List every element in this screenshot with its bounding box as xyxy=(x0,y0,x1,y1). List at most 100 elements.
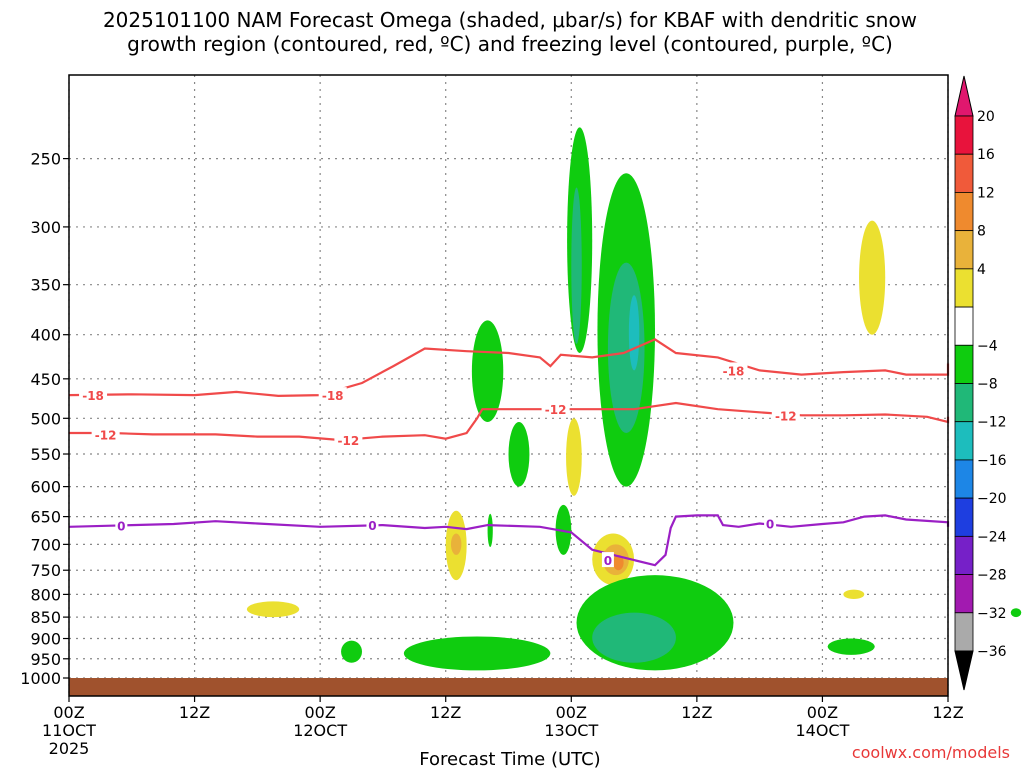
y-tick-label: 1000 xyxy=(20,669,61,688)
omega-shaded-region xyxy=(859,220,886,335)
colorbar-label: 8 xyxy=(977,224,986,240)
colorbar-label: −20 xyxy=(977,491,1007,507)
credit-link[interactable]: coolwx.com/models xyxy=(852,743,1010,762)
omega-shaded-region xyxy=(403,636,551,671)
x-tick-label: 00Z xyxy=(304,703,335,722)
x-tick-label: 00Z xyxy=(53,703,84,722)
x-tick-label: 12Z xyxy=(681,703,712,722)
y-tick-label: 550 xyxy=(30,445,61,464)
omega-shaded-region xyxy=(341,640,362,663)
y-tick-label: 300 xyxy=(30,218,61,237)
omega-shaded-region xyxy=(471,320,504,423)
omega-shaded-region xyxy=(843,589,865,600)
y-tick-label: 900 xyxy=(30,630,61,649)
colorbar-segment xyxy=(954,383,974,423)
colorbar-segment xyxy=(954,574,974,614)
plot-frame xyxy=(68,74,949,697)
contour-label-background xyxy=(318,387,347,403)
x-tick-label: 12Z xyxy=(179,703,210,722)
contour-dgz-bottom-minus12 xyxy=(69,401,950,442)
colorbar-label: −32 xyxy=(977,606,1007,622)
colorbar-label: −4 xyxy=(977,338,998,354)
chart-title-line-1: 2025101100 NAM Forecast Omega (shaded, μ… xyxy=(103,8,917,32)
colorbar-segment xyxy=(954,230,974,270)
x-tick-label: 11OCT xyxy=(42,721,96,740)
colorbar-label: 20 xyxy=(977,109,995,125)
x-tick-label: 13OCT xyxy=(544,721,598,740)
colorbar-label: −12 xyxy=(977,415,1007,431)
colorbar-top-arrow xyxy=(954,75,974,117)
y-tick-label: 450 xyxy=(30,370,61,389)
colorbar-segment xyxy=(954,535,974,575)
x-tick-label: 12Z xyxy=(430,703,461,722)
y-tick-label: 800 xyxy=(30,585,61,604)
y-tick-label: 600 xyxy=(30,478,61,497)
colorbar-label: −16 xyxy=(977,453,1007,469)
contour-label: -12 xyxy=(545,403,567,417)
contour-label-background xyxy=(334,432,363,448)
x-tick-label: 00Z xyxy=(807,703,838,722)
plot-background xyxy=(69,75,948,696)
omega-shaded-region xyxy=(246,601,300,618)
y-tick-label: 250 xyxy=(30,150,61,169)
contour-label: 0 xyxy=(117,520,125,534)
colorbar-segment xyxy=(954,459,974,499)
colorbar-segment xyxy=(954,612,974,652)
contour-label-background xyxy=(771,407,800,423)
y-tick-label: 700 xyxy=(30,535,61,554)
colorbar-segment xyxy=(954,192,974,232)
x-tick-label: 2025 xyxy=(49,739,90,758)
contour-dgz-top-minus18 xyxy=(68,338,950,398)
contour-label: -18 xyxy=(322,389,344,403)
y-tick-label: 650 xyxy=(30,508,61,527)
colorbar-segment xyxy=(954,268,974,308)
contour-label-background xyxy=(601,552,614,568)
contour-label-background xyxy=(764,515,777,531)
x-axis-label: Forecast Time (UTC) xyxy=(419,749,600,768)
omega-shaded-region xyxy=(592,612,676,663)
contour-label-background xyxy=(91,426,120,442)
contour-label: 0 xyxy=(368,519,376,533)
y-axis-pressure: 250 300 350 400 450 500 550 600 650 700 750 800 850 9… xyxy=(20,150,69,688)
y-tick-label: 950 xyxy=(30,650,61,669)
omega-shaded-region xyxy=(566,418,582,496)
contour-label-background xyxy=(719,362,748,378)
contour-label: -18 xyxy=(723,364,745,378)
omega-shaded-region xyxy=(487,513,493,548)
colorbar-label: −28 xyxy=(977,568,1007,584)
contour-label: -12 xyxy=(338,434,360,448)
contour-label-background xyxy=(115,517,128,533)
y-tick-label: 750 xyxy=(30,561,61,580)
x-tick-label: 14OCT xyxy=(795,721,849,740)
contour-label: 0 xyxy=(604,554,612,568)
colorbar-segment xyxy=(954,421,974,461)
ground-surface xyxy=(69,678,948,696)
colorbar-segment xyxy=(954,306,974,346)
colorbar-label: −24 xyxy=(977,529,1007,545)
colorbar-label: −8 xyxy=(977,377,998,393)
y-tick-label: 350 xyxy=(30,276,61,295)
x-tick-label: 12OCT xyxy=(293,721,347,740)
contour-label: -18 xyxy=(82,389,104,403)
omega-shaded-region xyxy=(628,295,640,371)
chart-title-line-2: growth region (contoured, red, ºC) and f… xyxy=(127,32,893,56)
x-tick-label: 00Z xyxy=(556,703,587,722)
omega-shaded-region xyxy=(1010,608,1022,618)
colorbar-segment xyxy=(954,497,974,537)
colorbar-segment xyxy=(954,115,974,155)
contour-label: -12 xyxy=(95,428,117,442)
y-tick-label: 400 xyxy=(30,326,61,345)
colorbar-label: −36 xyxy=(977,644,1007,660)
colorbar-segment xyxy=(954,344,974,384)
omega-shaded-region xyxy=(508,422,530,487)
omega-shaded-region xyxy=(827,638,875,655)
plot-area: -18 -18 -18 -12 -12 -12 -12 0 0 0 0 xyxy=(68,74,1022,697)
y-tick-label: 850 xyxy=(30,608,61,627)
ground-layer xyxy=(69,678,948,696)
colorbar-label: 16 xyxy=(977,147,995,163)
contour-label-background xyxy=(366,517,379,533)
omega-shaded-region xyxy=(613,554,624,571)
colorbar-label: 4 xyxy=(977,262,986,278)
